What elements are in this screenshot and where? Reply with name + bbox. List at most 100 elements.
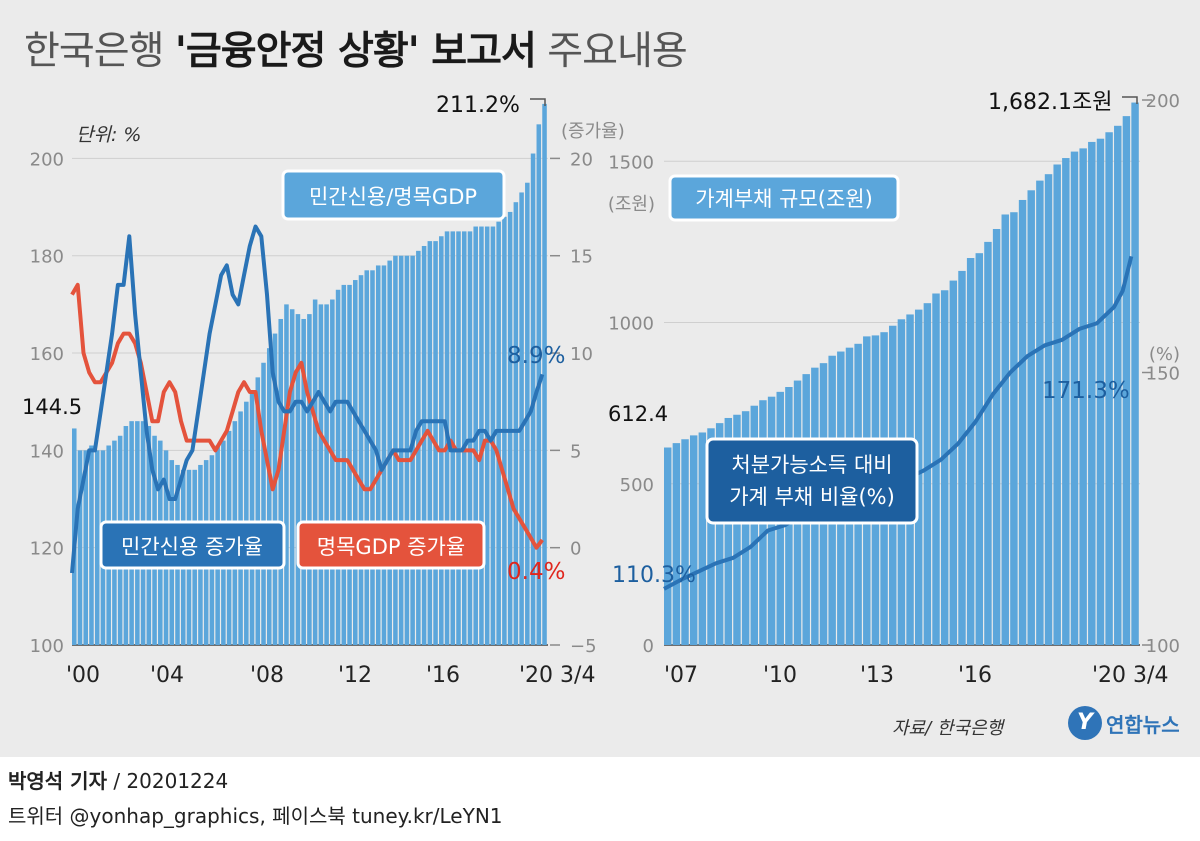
footer-social: 트위터 @yonhap_graphics, 페이스북 tuney.kr/LeYN… xyxy=(8,804,503,828)
bar xyxy=(94,450,100,645)
bar xyxy=(1114,125,1122,645)
bar xyxy=(914,309,923,645)
annot-start-144: 144.5 xyxy=(22,395,82,419)
x-tick-label: '00 xyxy=(66,663,100,688)
right-tick-label: 20 xyxy=(570,149,593,170)
bar xyxy=(1053,164,1061,645)
reporter-name: 박영석 기자 xyxy=(8,769,107,793)
charts-svg: 100 120 140 160 180 200 −5 0 5 10 15 20 '00 '04 '08 '… xyxy=(22,90,1180,688)
bar xyxy=(507,211,513,645)
x-tick-label: '16 xyxy=(426,663,460,688)
bar xyxy=(266,348,272,645)
bar xyxy=(496,221,501,645)
footer-reporter: 박영석 기자 / 20201224 xyxy=(8,765,228,794)
left-tick-label: 160 xyxy=(30,344,64,365)
bar xyxy=(672,443,681,645)
legend-label-ratio: 민간신용/명목GDP xyxy=(309,185,477,209)
annot-peak-leader-2 xyxy=(1122,96,1138,104)
annot-peak-leader xyxy=(530,98,546,106)
x-tick-label: '08 xyxy=(250,663,284,688)
right-tick-label: 200 xyxy=(1146,91,1180,112)
bar xyxy=(975,253,984,645)
left-tick-label: 200 xyxy=(30,149,64,170)
bar xyxy=(932,293,940,645)
legend-label-debt: 가계부채 규모(조원) xyxy=(695,187,873,211)
yonhap-logo-icon: Y xyxy=(1068,706,1102,740)
bar xyxy=(681,439,689,645)
bar xyxy=(77,450,83,645)
legend-box-ratio xyxy=(281,169,506,221)
bar xyxy=(940,290,949,645)
annot-ratio-start: 110.3% xyxy=(612,563,696,588)
bar xyxy=(324,304,329,645)
bar xyxy=(261,362,266,645)
x-tick-label: '20 3/4 xyxy=(519,663,595,688)
bar xyxy=(750,405,758,645)
bar xyxy=(456,231,461,646)
annot-gdp-end: 0.4% xyxy=(507,559,565,585)
bar xyxy=(330,299,335,645)
unit-label: 단위: % xyxy=(76,124,141,146)
bar xyxy=(421,245,427,645)
bar xyxy=(513,202,519,645)
bar xyxy=(1036,180,1044,645)
right-tick-label: 0 xyxy=(570,539,581,560)
x-tick-label: '10 xyxy=(763,663,797,688)
left-tick-label: 500 xyxy=(620,475,654,496)
bar xyxy=(1027,190,1035,646)
bar xyxy=(272,333,278,645)
bar xyxy=(1096,138,1105,645)
bar xyxy=(335,289,341,645)
bar xyxy=(1010,212,1018,645)
yonhap-logo: Y 연합뉴스 xyxy=(1068,706,1180,740)
legend-label-credit: 민간신용 증가율 xyxy=(121,535,263,559)
right-tick-label: 15 xyxy=(570,247,593,268)
bar xyxy=(958,270,966,645)
yonhap-logo-text: 연합뉴스 xyxy=(1106,712,1180,737)
report-date: / 20201224 xyxy=(106,769,229,793)
chart-2: 0 500 1000 1500 100 150 200 '07 '10 '13 '16 '20 3… xyxy=(608,90,1180,688)
bar xyxy=(358,275,364,645)
bar xyxy=(1044,174,1053,645)
annot-peak-1682: 1,682.1조원 xyxy=(988,90,1112,115)
legend-box-ratio-2 xyxy=(705,437,919,525)
bar xyxy=(312,299,318,645)
x-tick-label: '16 xyxy=(958,663,992,688)
bar xyxy=(301,318,306,645)
bar xyxy=(949,280,958,645)
annot-peak-211: 211.2% xyxy=(436,93,520,118)
bar xyxy=(992,228,1001,645)
bar xyxy=(427,241,433,645)
bar xyxy=(984,241,992,645)
bar xyxy=(733,414,741,645)
legend-label-ratio-2a: 처분가능소득 대비 xyxy=(731,453,892,477)
bar xyxy=(467,231,473,646)
right-tick-label: 100 xyxy=(1146,636,1180,657)
right-tick-label: 10 xyxy=(570,344,593,365)
source-label: 자료/ 한국은행 xyxy=(892,718,1004,739)
line-credit-growth xyxy=(70,224,545,574)
bar xyxy=(341,284,347,645)
bar xyxy=(364,270,370,645)
left-tick-label: 140 xyxy=(30,441,64,462)
bar xyxy=(249,391,255,645)
legend-box-debt xyxy=(668,174,900,222)
x-tick-label: '07 xyxy=(664,663,698,688)
bar xyxy=(1105,132,1113,645)
right-tick-label: −5 xyxy=(570,636,597,657)
x-tick-label: '12 xyxy=(338,663,372,688)
bar xyxy=(295,314,301,645)
title-bold: '금융안정 상황' 보고서 xyxy=(174,29,537,74)
annot-ratio-end: 171.3% xyxy=(1042,378,1130,404)
bar xyxy=(1070,151,1079,645)
bar xyxy=(255,377,261,645)
bar xyxy=(307,314,312,645)
left-tick-label: 100 xyxy=(30,636,64,657)
right-tick-label: 5 xyxy=(570,441,581,462)
left-tick-label: 0 xyxy=(643,636,654,657)
right-axis-label-2: (%) xyxy=(1149,344,1180,365)
right-axis-label-1: (증가율) xyxy=(561,121,625,142)
right-tick-label: 150 xyxy=(1146,364,1180,385)
bar xyxy=(289,309,295,645)
bar xyxy=(370,270,375,645)
